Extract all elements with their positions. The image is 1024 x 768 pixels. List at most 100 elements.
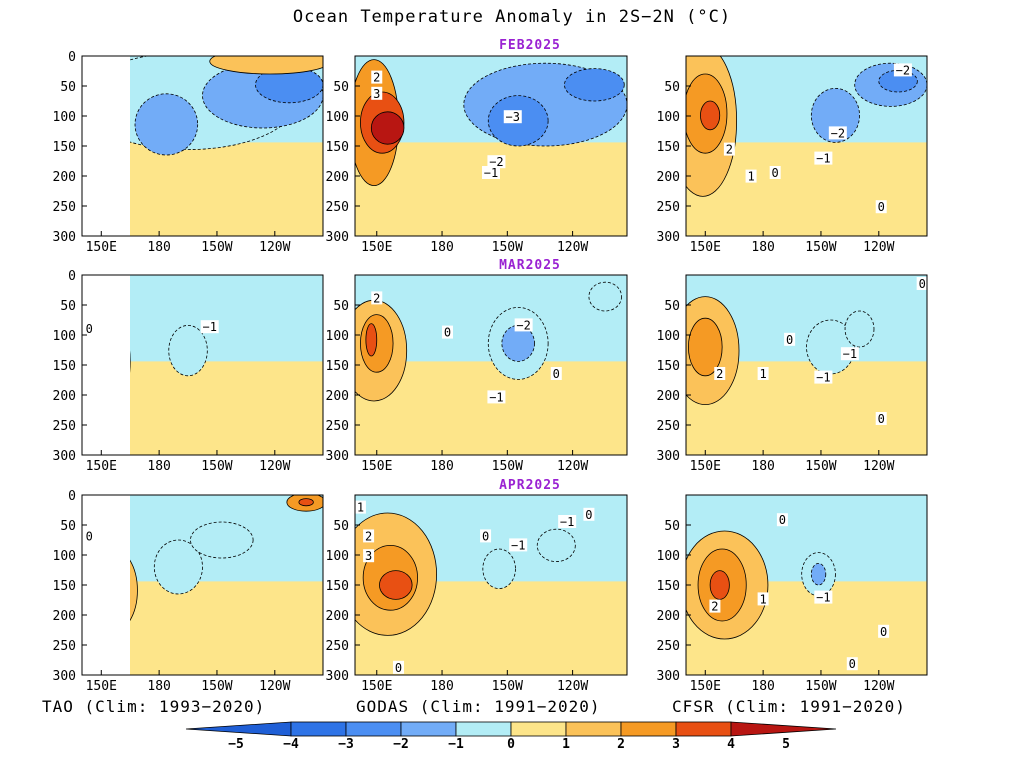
contour-label-bg [503, 110, 522, 124]
colorbar: −5 −4 −3 −2 −1 0 1 2 3 4 5 [185, 721, 837, 752]
y-tick-label: 50 [664, 80, 680, 95]
contour-label-bg [723, 142, 735, 156]
contour-region [190, 521, 254, 559]
contour-label-bg [83, 529, 95, 543]
y-tick-label: 250 [53, 419, 76, 434]
x-tick-label: 150W [201, 240, 232, 255]
x-tick-label: 180 [147, 459, 170, 474]
colorbar-label: 1 [562, 737, 570, 752]
contour-label-bg [371, 291, 383, 305]
contour-label: 0 [585, 508, 592, 522]
y-tick-label: 50 [664, 519, 680, 534]
contour-label-bg [875, 412, 887, 425]
colorbar-segment [455, 721, 512, 737]
x-tick-label: 150W [805, 459, 836, 474]
y-tick-label: 150 [657, 140, 680, 155]
y-tick-label: 300 [53, 669, 76, 684]
y-tick-label: 0 [68, 489, 76, 504]
contour-label: 1 [760, 367, 767, 381]
contour-label: 0 [878, 412, 885, 426]
contour-label: 0 [849, 657, 856, 671]
x-tick-label: 120W [863, 459, 894, 474]
contour-label: 0 [878, 200, 885, 214]
chart-title: Ocean Temperature Anomaly in 2S−2N (°C) [293, 7, 731, 27]
y-tick-label: 250 [657, 419, 680, 434]
contour-label: −1 [560, 515, 574, 529]
contour-label-bg [480, 529, 492, 543]
contour-label: −1 [816, 371, 830, 385]
y-tick-label: 100 [657, 329, 680, 344]
panel-godas-feb: 2 3 −3 −2−1 50 100 150 200 250 300 150E 180 150W 120W [326, 55, 628, 255]
x-tick-label: 180 [430, 459, 453, 474]
y-tick-label: 300 [657, 449, 680, 464]
contour-label-bg [83, 322, 95, 335]
panel-cfsr-apr: 0 2 1 −1 0 0 50 100 150 200 250 300 150E 180 150W 120W [657, 494, 928, 694]
month-label-mar: MAR2025 [499, 258, 561, 273]
y-tick-label: 200 [326, 609, 349, 624]
contour-region [298, 498, 314, 507]
y-tick-label: 300 [326, 449, 349, 464]
contour-label: 0 [86, 322, 93, 336]
contour-label-bg [846, 657, 858, 671]
panel-cfsr-mar: 0 0 −1 −1 1 2 0 50 100 150 200 250 300 150E 180 150W 120… [657, 274, 928, 474]
colorbar-label: −2 [393, 737, 409, 752]
y-tick-label: 50 [333, 519, 349, 534]
contour-label-bg [878, 624, 890, 638]
y-tick-label: 50 [60, 519, 76, 534]
contour-label-bg [814, 151, 833, 165]
contour-region [806, 319, 856, 375]
contour-label: −1 [816, 152, 830, 166]
x-tick-label: 120W [259, 240, 290, 255]
colorbar-label: −3 [338, 737, 354, 752]
colorbar-segment [345, 721, 402, 737]
y-tick-label: 200 [53, 609, 76, 624]
contour-label: 0 [553, 367, 560, 381]
contour-label: −1 [511, 538, 525, 552]
contour-label-bg [487, 155, 506, 169]
x-tick-label: 150W [805, 240, 836, 255]
contour-region [709, 570, 730, 600]
y-tick-label: 300 [53, 230, 76, 245]
y-tick-label: 150 [53, 579, 76, 594]
y-tick-label: 150 [326, 579, 349, 594]
contour-label-bg [776, 513, 788, 527]
x-tick-label: 120W [863, 679, 894, 694]
contour-label: 0 [444, 326, 451, 340]
y-tick-label: 0 [68, 50, 76, 65]
contour-label: 2 [726, 143, 733, 157]
x-tick-label: 180 [430, 679, 453, 694]
x-tick-label: 120W [557, 679, 588, 694]
x-tick-label: 180 [147, 679, 170, 694]
y-tick-label: 50 [664, 299, 680, 314]
source-label-cfsr: CFSR (Clim: 1991−2020) [672, 697, 906, 716]
x-tick-label: 150W [201, 679, 232, 694]
contour-label-bg [709, 599, 721, 613]
contour-label: 0 [772, 166, 779, 180]
contour-label: −1 [816, 591, 830, 605]
contour-label-bg [875, 200, 887, 214]
contour-region [688, 317, 723, 377]
colorbar-label: −4 [283, 737, 299, 752]
contour-label-bg [745, 169, 757, 183]
y-tick-label: 200 [657, 170, 680, 185]
contour-region [365, 323, 378, 357]
contour-label: −1 [489, 390, 503, 404]
panel-godas-mar: 2 0 −2 −1 0 50 100 150 200 250 300 150E 180 150W 120W [326, 274, 628, 474]
y-tick-label: 250 [657, 200, 680, 215]
contour-label-bg [714, 367, 726, 380]
contour-label: −2 [489, 155, 503, 169]
y-tick-label: 150 [657, 359, 680, 374]
contour-label-bg [509, 538, 528, 552]
y-tick-label: 250 [53, 200, 76, 215]
x-tick-label: 180 [751, 240, 774, 255]
colorbar-segment [400, 721, 457, 737]
colorbar-segment [730, 721, 837, 737]
y-tick-label: 100 [53, 110, 76, 125]
y-tick-label: 300 [53, 449, 76, 464]
contour-region [370, 111, 405, 145]
contour-label-bg [828, 126, 847, 140]
contour-label-bg [441, 325, 453, 339]
